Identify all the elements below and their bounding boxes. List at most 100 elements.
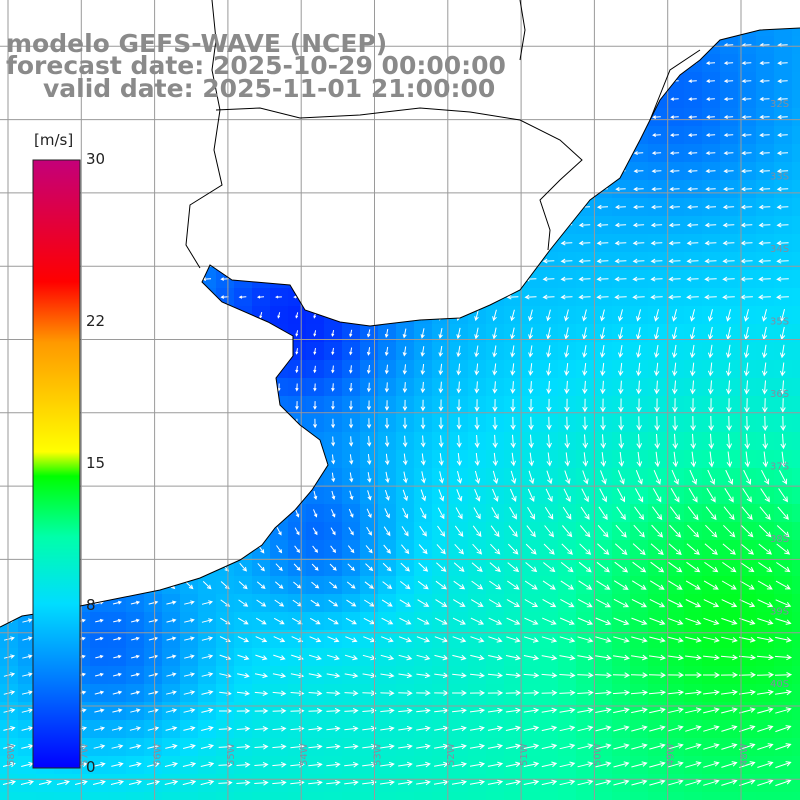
wind-arrow xyxy=(559,779,576,786)
wind-arrow xyxy=(542,580,556,590)
wind-arrow xyxy=(183,690,196,695)
wind-arrow xyxy=(453,599,466,607)
wind-arrow xyxy=(669,506,681,521)
wind-arrow xyxy=(544,506,554,520)
wind-arrow xyxy=(438,328,443,339)
wind-arrow xyxy=(559,654,576,661)
wind-arrow xyxy=(651,169,662,174)
wind-arrow xyxy=(308,690,323,696)
wind-arrow xyxy=(472,543,483,555)
wind-arrow xyxy=(3,636,15,641)
wind-arrow xyxy=(649,654,666,661)
wind-arrow xyxy=(776,294,789,300)
wind-arrow xyxy=(165,743,178,749)
wind-speed-cell xyxy=(36,792,55,800)
wind-arrow xyxy=(362,761,377,768)
wind-arrow xyxy=(614,543,628,556)
wind-arrow xyxy=(362,654,377,661)
wind-arrow xyxy=(417,617,430,625)
wind-arrow xyxy=(418,562,429,572)
wind-arrow xyxy=(166,600,177,605)
wind-arrow xyxy=(184,618,195,623)
wind-speed-cell xyxy=(360,792,379,800)
wind-arrow xyxy=(487,672,504,679)
wind-arrow xyxy=(757,618,774,625)
wind-arrow xyxy=(636,327,642,340)
wind-arrow xyxy=(744,380,750,395)
wind-arrow xyxy=(779,344,786,359)
longitude-label: 57W xyxy=(79,743,90,766)
wind-arrow xyxy=(560,580,575,590)
wind-arrow xyxy=(344,672,359,679)
wind-arrow xyxy=(582,362,588,377)
wind-arrow xyxy=(613,761,630,768)
wind-arrow xyxy=(762,433,769,450)
wind-arrow xyxy=(112,600,123,605)
wind-speed-cell xyxy=(792,288,800,307)
wind-arrow xyxy=(272,725,287,732)
wind-arrow xyxy=(401,544,410,555)
wind-arrow xyxy=(707,362,714,377)
wind-arrow xyxy=(614,561,629,573)
wind-arrow xyxy=(525,543,537,555)
wind-arrow xyxy=(236,744,251,750)
wind-arrow xyxy=(723,186,734,192)
wind-arrow xyxy=(600,470,607,485)
wind-arrow xyxy=(311,563,319,571)
wind-arrow xyxy=(327,636,340,643)
wind-arrow xyxy=(528,363,534,376)
wind-arrow xyxy=(578,580,593,590)
wind-arrow xyxy=(667,743,684,750)
wind-arrow xyxy=(705,133,716,138)
wind-arrow xyxy=(438,363,444,376)
wind-arrow xyxy=(723,151,734,156)
wind-arrow xyxy=(130,708,141,713)
wind-arrow xyxy=(613,636,630,643)
wind-arrow xyxy=(276,527,282,536)
wind-arrow xyxy=(313,383,317,392)
wind-arrow xyxy=(308,672,323,679)
wind-speed-cell xyxy=(792,306,800,325)
wind-arrow xyxy=(582,309,587,322)
wind-arrow xyxy=(780,415,786,432)
wind-arrow xyxy=(582,327,588,340)
wind-arrow xyxy=(523,725,540,732)
wind-arrow xyxy=(541,636,558,643)
wind-arrow xyxy=(564,363,570,376)
wind-arrow xyxy=(437,507,445,520)
wind-arrow xyxy=(666,672,685,678)
wind-arrow xyxy=(613,580,629,590)
wind-speed-cell xyxy=(792,396,800,415)
wind-arrow xyxy=(295,312,299,319)
wind-arrow xyxy=(723,168,734,174)
wind-arrow xyxy=(113,636,122,641)
wind-arrow xyxy=(560,258,573,264)
wind-arrow xyxy=(636,416,642,431)
wind-arrow xyxy=(419,525,427,537)
wind-arrow xyxy=(200,761,215,768)
wind-arrow xyxy=(362,672,377,679)
wind-arrow xyxy=(596,294,609,300)
wind-arrow xyxy=(273,636,286,643)
wind-arrow xyxy=(402,382,408,393)
wind-arrow xyxy=(703,743,720,750)
wind-arrow xyxy=(704,222,717,228)
wind-arrow xyxy=(380,761,395,768)
wind-arrow xyxy=(546,470,553,485)
wind-arrow xyxy=(456,489,463,502)
wind-arrow xyxy=(402,453,408,466)
wind-arrow xyxy=(487,690,504,696)
wind-arrow xyxy=(236,708,251,714)
wind-arrow xyxy=(384,417,390,430)
wind-arrow xyxy=(631,598,648,608)
wind-arrow xyxy=(582,380,588,395)
wind-arrow xyxy=(293,563,301,571)
wind-arrow xyxy=(474,345,480,358)
wind-arrow xyxy=(542,598,557,608)
wind-arrow xyxy=(738,654,757,661)
wind-arrow xyxy=(510,381,516,394)
wind-arrow xyxy=(722,543,736,555)
wind-arrow xyxy=(505,707,522,714)
wind-arrow xyxy=(416,779,431,786)
wind-arrow xyxy=(723,524,736,538)
